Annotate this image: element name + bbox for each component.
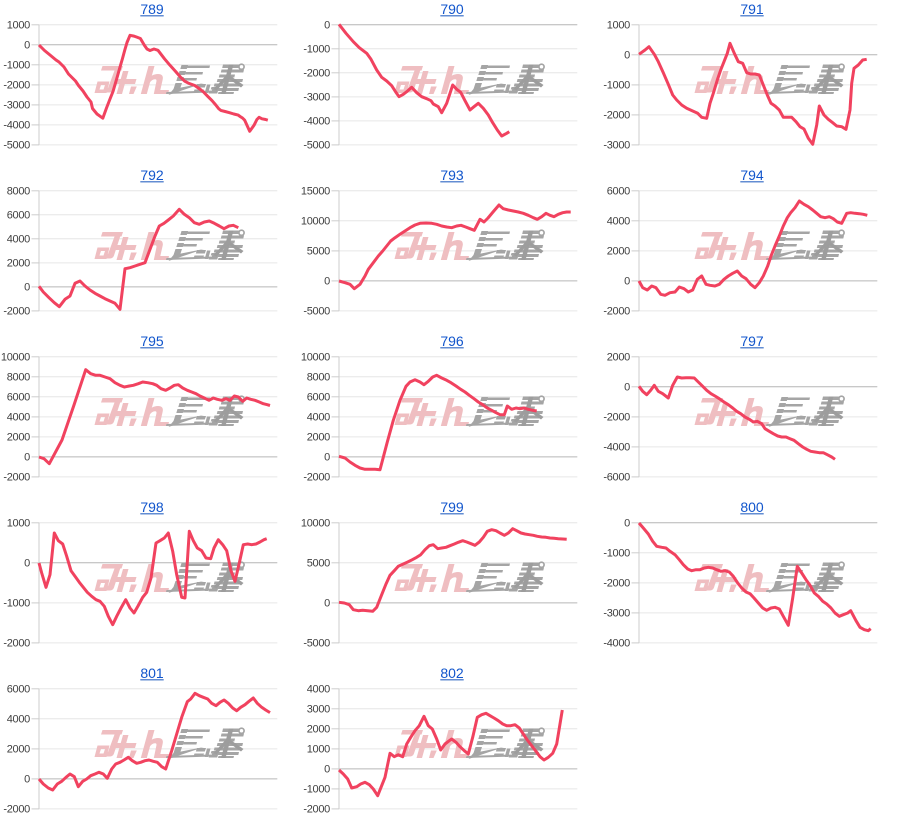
svg-text:801: 801 [140,665,164,681]
svg-text:0: 0 [324,275,330,287]
svg-text:0: 0 [624,381,630,393]
svg-text:794: 794 [740,167,764,183]
svg-text:792: 792 [140,167,164,183]
svg-text:0: 0 [24,773,30,785]
svg-text:6000: 6000 [7,683,30,695]
svg-text:15000: 15000 [301,185,330,197]
svg-text:-5000: -5000 [3,139,30,151]
svg-text:6000: 6000 [607,185,630,197]
svg-text:-3000: -3000 [303,91,330,103]
svg-text:-4000: -4000 [603,441,630,453]
svg-text:790: 790 [440,1,464,17]
svg-text:0: 0 [24,39,30,51]
svg-text:2000: 2000 [7,257,30,269]
svg-text:0: 0 [24,557,30,569]
svg-text:-2000: -2000 [303,471,330,483]
svg-text:1000: 1000 [7,19,30,31]
svg-text:798: 798 [140,499,164,515]
svg-text:0: 0 [324,597,330,609]
svg-text:-1000: -1000 [603,79,630,91]
svg-text:-4000: -4000 [603,637,630,649]
svg-text:8000: 8000 [7,185,30,197]
svg-text:-4000: -4000 [3,119,30,131]
svg-text:8000: 8000 [307,371,330,383]
svg-text:-1000: -1000 [3,597,30,609]
svg-text:4000: 4000 [307,683,330,695]
svg-text:4000: 4000 [607,215,630,227]
svg-text:0: 0 [624,49,630,61]
svg-text:-4000: -4000 [303,115,330,127]
svg-text:2000: 2000 [607,351,630,363]
svg-text:795: 795 [140,333,164,349]
svg-text:4000: 4000 [7,233,30,245]
svg-text:10000: 10000 [301,215,330,227]
svg-text:-2000: -2000 [3,471,30,483]
svg-text:5000: 5000 [307,557,330,569]
svg-text:-6000: -6000 [603,471,630,483]
svg-text:799: 799 [440,499,464,515]
svg-text:6000: 6000 [7,391,30,403]
svg-text:0: 0 [624,517,630,529]
svg-text:1000: 1000 [607,19,630,31]
svg-text:-5000: -5000 [303,637,330,649]
svg-text:-1000: -1000 [3,59,30,71]
svg-text:-2000: -2000 [303,67,330,79]
svg-text:-5000: -5000 [303,139,330,151]
svg-text:-3000: -3000 [3,99,30,111]
svg-text:10000: 10000 [1,351,30,363]
svg-text:3000: 3000 [307,703,330,715]
svg-text:8000: 8000 [7,371,30,383]
svg-text:800: 800 [740,499,764,515]
svg-text:796: 796 [440,333,464,349]
svg-text:0: 0 [324,19,330,31]
svg-text:4000: 4000 [7,411,30,423]
svg-text:1000: 1000 [7,517,30,529]
svg-text:-1000: -1000 [303,783,330,795]
svg-text:-1000: -1000 [603,547,630,559]
svg-text:-3000: -3000 [603,607,630,619]
svg-text:2000: 2000 [307,431,330,443]
svg-text:6000: 6000 [7,209,30,221]
svg-text:0: 0 [624,275,630,287]
svg-text:0: 0 [324,763,330,775]
svg-text:-2000: -2000 [3,637,30,649]
svg-text:5000: 5000 [307,245,330,257]
svg-text:0: 0 [24,281,30,293]
svg-text:10000: 10000 [301,517,330,529]
svg-text:-2000: -2000 [603,577,630,589]
svg-text:802: 802 [440,665,464,681]
svg-text:2000: 2000 [7,743,30,755]
svg-text:793: 793 [440,167,464,183]
svg-text:-3000: -3000 [603,139,630,151]
svg-text:-2000: -2000 [3,803,30,815]
svg-text:-2000: -2000 [3,305,30,317]
svg-text:789: 789 [140,1,164,17]
svg-text:1000: 1000 [307,743,330,755]
svg-text:10000: 10000 [301,351,330,363]
svg-text:2000: 2000 [7,431,30,443]
svg-text:6000: 6000 [307,391,330,403]
svg-text:791: 791 [740,1,764,17]
svg-text:4000: 4000 [307,411,330,423]
svg-text:0: 0 [324,451,330,463]
svg-text:-1000: -1000 [303,43,330,55]
svg-text:797: 797 [740,333,764,349]
svg-text:-2000: -2000 [603,109,630,121]
svg-text:2000: 2000 [607,245,630,257]
svg-text:-2000: -2000 [303,803,330,815]
svg-text:-2000: -2000 [3,79,30,91]
svg-text:0: 0 [24,451,30,463]
svg-text:2000: 2000 [307,723,330,735]
svg-text:-2000: -2000 [603,411,630,423]
svg-text:-2000: -2000 [603,305,630,317]
svg-text:-5000: -5000 [303,305,330,317]
svg-text:4000: 4000 [7,713,30,725]
